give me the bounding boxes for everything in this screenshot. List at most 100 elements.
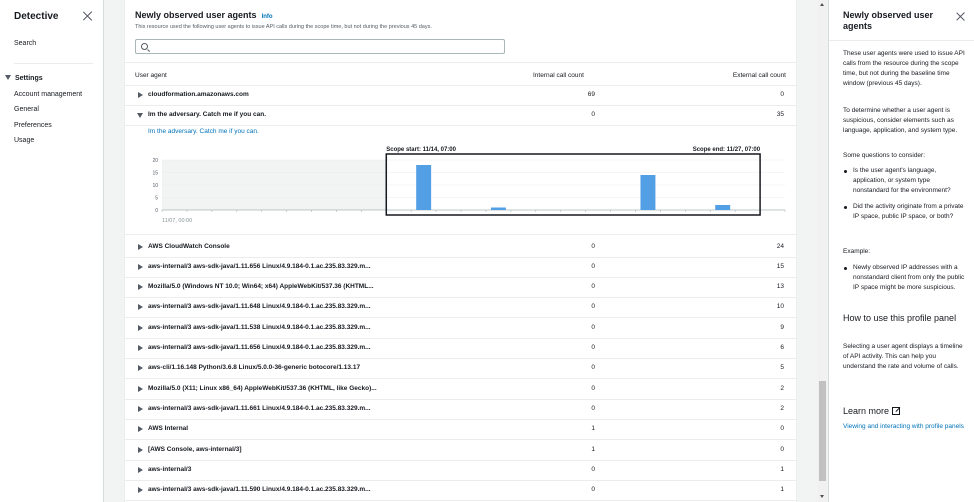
caret-down-icon — [5, 75, 11, 80]
table-row[interactable]: aws-internal/3 aws-sdk-java/1.11.590 Lin… — [125, 481, 796, 502]
internal-call-count: 0 — [591, 111, 595, 119]
panel-title: Newly observed user agents Info — [135, 10, 273, 20]
scroll-up-icon[interactable] — [820, 3, 824, 6]
scope-window — [385, 153, 761, 216]
learn-more-link[interactable]: Viewing and interacting with profile pan… — [843, 423, 964, 430]
user-agent-detail-link[interactable]: Im the adversary. Catch me if you can. — [148, 128, 259, 135]
internal-call-count: 0 — [591, 242, 595, 250]
scope-start-label: Scope start: 11/14, 07:00 — [386, 147, 456, 153]
user-agent-name: aws-internal/3 aws-sdk-java/1.11.661 Lin… — [148, 404, 371, 412]
external-call-count: 35 — [776, 111, 784, 119]
help-example: Newly observed IP addresses with a nonst… — [844, 264, 965, 291]
user-agent-name: aws-internal/3 aws-sdk-java/1.11.538 Lin… — [148, 323, 371, 331]
help-panel: Newly observed user agents These user ag… — [828, 0, 974, 502]
user-agent-name: cloudformation.amazonaws.com — [148, 91, 249, 98]
table-row[interactable]: aws-cli/1.16.148 Python/3.6.8 Linux/5.0.… — [125, 359, 796, 380]
table-row[interactable]: Mozilla/5.0 (Windows NT 10.0; Win64; x64… — [125, 278, 796, 299]
close-help-icon[interactable] — [955, 11, 966, 22]
caret-right-icon[interactable] — [138, 446, 143, 453]
table-row[interactable]: aws-internal/3 aws-sdk-java/1.11.656 Lin… — [125, 339, 796, 359]
search-input[interactable] — [135, 39, 505, 54]
column-header-internal: Internal call count — [533, 72, 584, 79]
caret-right-icon[interactable] — [138, 365, 143, 372]
nav-section-label: Settings — [15, 75, 43, 82]
scrollbar-thumb[interactable] — [819, 381, 826, 481]
table-row[interactable]: cloudformation.amazonaws.com 69 0 — [125, 86, 796, 106]
nav-item-search[interactable]: Search — [14, 40, 37, 47]
panel-title-text: Newly observed user agents — [135, 10, 257, 20]
caret-right-icon[interactable] — [138, 426, 143, 433]
bar — [640, 175, 656, 210]
nav-divider — [14, 63, 93, 64]
table-row[interactable]: aws-internal/3 aws-sdk-java/1.11.661 Lin… — [125, 400, 796, 420]
nav-item-general[interactable]: General — [14, 106, 39, 113]
caret-right-icon[interactable] — [138, 92, 143, 98]
internal-call-count: 0 — [591, 344, 595, 351]
caret-right-icon[interactable] — [138, 304, 143, 311]
nav-item-usage[interactable]: Usage — [14, 137, 35, 144]
help-subheading: How to use this profile panel — [843, 313, 957, 323]
user-agent-name: aws-cli/1.16.148 Python/3.6.8 Linux/5.0.… — [148, 364, 361, 372]
caret-right-icon[interactable] — [138, 487, 143, 494]
help-question: Did the activity originate from a privat… — [844, 203, 964, 220]
internal-call-count: 1 — [591, 425, 595, 433]
info-link[interactable]: Info — [261, 14, 273, 20]
caret-right-icon[interactable] — [138, 405, 143, 412]
table-row[interactable]: aws-internal/3 0 1 — [125, 461, 796, 481]
caret-right-icon[interactable] — [138, 466, 143, 473]
user-agent-name: Mozilla/5.0 (X11; Linux x86_64) AppleWeb… — [148, 384, 377, 392]
external-call-count: 1 — [780, 465, 784, 473]
table-row[interactable]: AWS CloudWatch Console 0 24 — [125, 238, 796, 258]
help-paragraph: These user agents were used to issue API… — [843, 50, 965, 87]
y-tick-label: 0 — [155, 208, 158, 214]
caret-right-icon[interactable] — [138, 243, 143, 250]
user-agent-name: aws-internal/3 aws-sdk-java/1.11.648 Lin… — [148, 303, 371, 311]
caret-down-icon[interactable] — [137, 113, 143, 119]
learn-more-heading: Learn more — [843, 406, 901, 416]
table-row[interactable]: aws-internal/3 aws-sdk-java/1.11.648 Lin… — [125, 298, 796, 319]
internal-call-count: 0 — [591, 384, 595, 392]
close-nav-icon[interactable] — [82, 10, 94, 22]
nav-item-preferences[interactable]: Preferences — [14, 122, 52, 129]
user-agent-name: aws-internal/3 aws-sdk-java/1.11.656 Lin… — [148, 344, 371, 351]
y-tick-label: 15 — [152, 171, 158, 177]
user-agent-name: aws-internal/3 aws-sdk-java/1.11.656 Lin… — [148, 262, 371, 270]
user-agents-panel: Newly observed user agents Info This reso… — [124, 0, 797, 502]
scrollbar[interactable] — [818, 0, 827, 502]
bar — [490, 207, 506, 210]
table-row[interactable]: Im the adversary. Catch me if you can. 0 3… — [125, 106, 796, 127]
user-agent-name: Mozilla/5.0 (Windows NT 10.0; Win64; x64… — [148, 283, 374, 291]
user-agent-name: AWS Internal — [148, 425, 189, 433]
caret-right-icon[interactable] — [138, 324, 143, 331]
caret-right-icon[interactable] — [138, 385, 143, 392]
x-tick-label: 11/07, 00:00 — [162, 218, 192, 224]
caret-right-icon[interactable] — [138, 263, 143, 270]
table-row[interactable]: [AWS Console, aws-internal/3] 1 0 — [125, 441, 796, 461]
scroll-down-icon[interactable] — [820, 495, 824, 498]
user-agent-name: aws-internal/3 aws-sdk-java/1.11.590 Lin… — [148, 486, 371, 494]
table-row[interactable]: Mozilla/5.0 (X11; Linux x86_64) AppleWeb… — [125, 380, 796, 400]
internal-call-count: 0 — [591, 303, 595, 311]
help-title: Newly observed user agents — [843, 10, 934, 31]
learn-more-label: Learn more — [843, 406, 890, 416]
table-row[interactable]: aws-internal/3 aws-sdk-java/1.11.538 Lin… — [125, 319, 796, 339]
panel-description: This resource used the following user ag… — [135, 24, 432, 30]
search-icon — [141, 43, 148, 50]
user-agent-name: AWS CloudWatch Console — [148, 242, 230, 250]
nav-section-settings[interactable]: Settings — [5, 75, 43, 82]
external-call-count: 15 — [776, 262, 784, 270]
external-call-count: 0 — [780, 425, 784, 433]
external-call-count: 9 — [780, 323, 784, 331]
nav-item-account-management[interactable]: Account management — [14, 91, 83, 98]
nav-title[interactable]: Detective — [14, 11, 59, 22]
external-call-count: 10 — [776, 303, 784, 311]
y-tick-label: 20 — [152, 158, 158, 164]
table-row[interactable]: aws-internal/3 aws-sdk-java/1.11.656 Lin… — [125, 258, 796, 278]
caret-right-icon[interactable] — [138, 284, 143, 291]
expanded-row-detail: Im the adversary. Catch me if you can. 0… — [125, 125, 796, 235]
help-example-list: Newly observed IP addresses with a nonst… — [844, 263, 965, 293]
external-call-count: 13 — [776, 283, 784, 291]
table-row[interactable]: AWS Internal 1 0 — [125, 420, 796, 441]
internal-call-count: 0 — [591, 404, 595, 412]
caret-right-icon[interactable] — [138, 345, 143, 351]
